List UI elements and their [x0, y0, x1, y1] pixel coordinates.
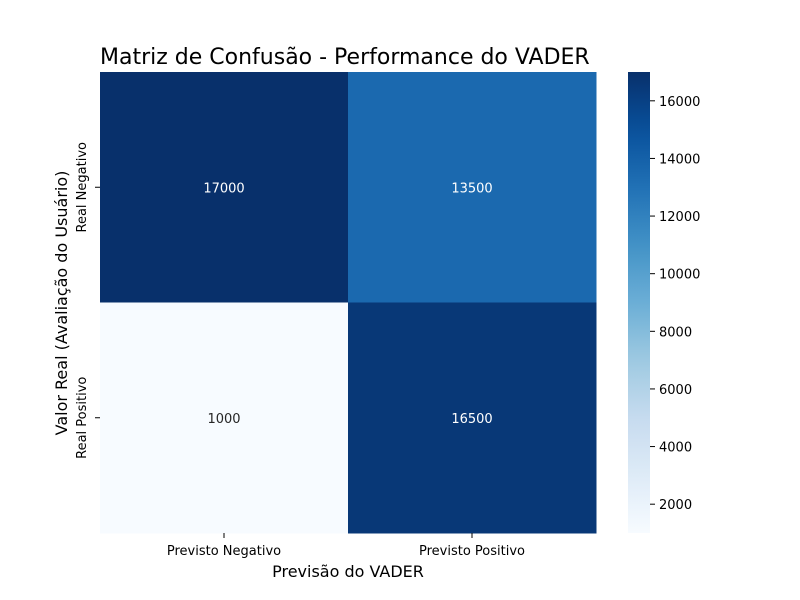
colorbar	[628, 72, 650, 533]
cell-value-label: 13500	[451, 181, 492, 196]
y-axis-ticks: Real Negativo Real Positivo	[75, 142, 100, 459]
cell-value-label: 1000	[207, 412, 240, 427]
colorbar-ticks: 2000 4000 6000 8000 10000 12000 14000 16000	[650, 95, 700, 513]
y-tick-label: Real Positivo	[75, 377, 90, 459]
colorbar-tick-label: 12000	[659, 210, 700, 225]
x-axis-ticks: Previsto Negativo Previsto Positivo	[167, 533, 525, 559]
heatmap-cell-labels: 17000 13500 1000 16500	[203, 181, 492, 427]
colorbar-tick-label: 14000	[659, 152, 700, 167]
heatmap-cell	[100, 72, 349, 303]
colorbar-tick-label: 6000	[659, 383, 692, 398]
x-tick-label: Previsto Negativo	[167, 544, 281, 559]
y-axis-label: Valor Real (Avaliação do Usuário)	[52, 171, 71, 436]
x-tick-label: Previsto Positivo	[419, 544, 525, 559]
colorbar-tick-label: 4000	[659, 441, 692, 456]
cell-value-label: 16500	[451, 412, 492, 427]
heatmap-cell	[348, 302, 597, 534]
cell-value-label: 17000	[203, 181, 244, 196]
colorbar-tick-label: 16000	[659, 95, 700, 110]
colorbar-tick-label: 10000	[659, 268, 700, 283]
colorbar-tick-label: 2000	[659, 498, 692, 513]
x-axis-label: Previsão do VADER	[272, 562, 424, 581]
heatmap-cell	[100, 302, 349, 534]
y-tick-label: Real Negativo	[75, 142, 90, 233]
heatmap-cell	[348, 72, 597, 303]
heatmap-cells	[100, 72, 597, 534]
colorbar-tick-label: 8000	[659, 325, 692, 340]
chart-title: Matriz de Confusão - Performance do VADE…	[100, 45, 590, 70]
